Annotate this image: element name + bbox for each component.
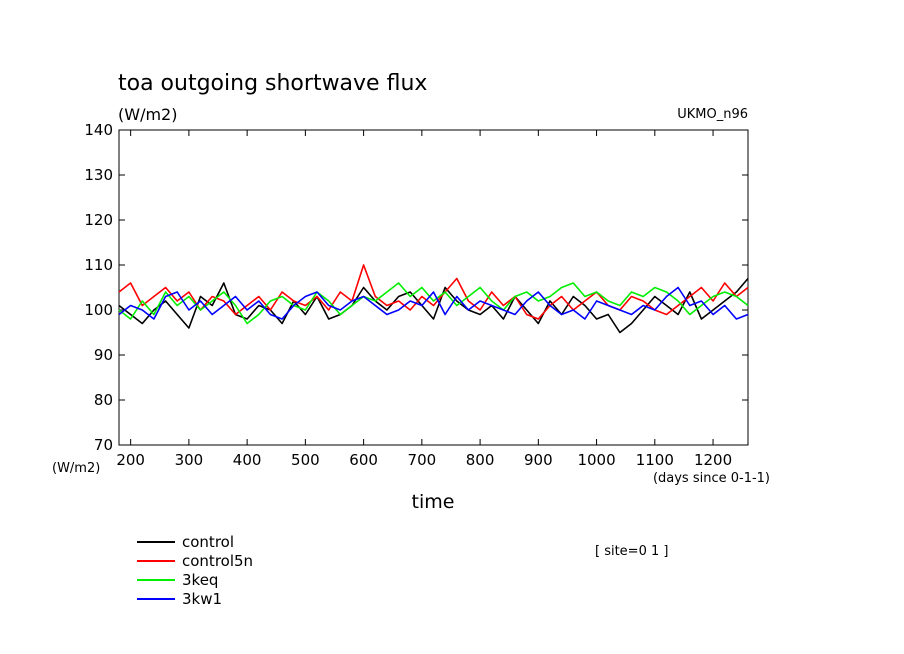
- chart-title: toa outgoing shortwave flux: [118, 71, 427, 96]
- y-tick-label: 100: [84, 301, 113, 319]
- units-label: (W/m2): [118, 105, 177, 124]
- legend-label-control5n: control5n: [182, 552, 253, 570]
- x-axis-label: time: [412, 491, 455, 513]
- series-line-3keq: [118, 282, 749, 325]
- y-units-label: (W/m2): [52, 461, 100, 476]
- x-tick-label: 600: [349, 451, 378, 469]
- y-tick-label: 120: [84, 211, 113, 229]
- x-units-label: (days since 0-1-1): [653, 471, 770, 486]
- x-tick-label: 900: [524, 451, 553, 469]
- legend-label-control: control: [182, 533, 234, 551]
- x-tick-label: 800: [466, 451, 495, 469]
- legend-label-3keq: 3keq: [182, 571, 218, 589]
- y-tick-label: 130: [84, 166, 113, 184]
- series-line-control: [118, 277, 749, 334]
- y-tick-label: 110: [84, 256, 113, 274]
- model-label: UKMO_n96: [677, 107, 748, 122]
- x-tick-label: 700: [408, 451, 437, 469]
- series-line-3kw1: [118, 286, 749, 320]
- y-axis: 70 80 90 100 110 120 130 140: [84, 121, 748, 454]
- series-layer: [118, 264, 749, 334]
- y-tick-label: 140: [84, 121, 113, 139]
- y-tick-label: 90: [94, 346, 113, 364]
- y-tick-label: 70: [94, 436, 113, 454]
- x-tick-label: 1100: [636, 451, 674, 469]
- legend-label-3kw1: 3kw1: [182, 590, 222, 608]
- x-tick-label: 1000: [577, 451, 615, 469]
- x-tick-label: 200: [116, 451, 145, 469]
- site-label: [ site=0 1 ]: [595, 544, 668, 559]
- x-axis: 200 300 400 500 600 700 800 900 1000 1100 1200: [116, 130, 732, 469]
- y-tick-label: 80: [94, 391, 113, 409]
- x-tick-label: 1200: [694, 451, 732, 469]
- x-tick-label: 300: [175, 451, 204, 469]
- series-line-control5n: [118, 264, 749, 320]
- x-tick-label: 500: [291, 451, 320, 469]
- x-tick-label: 400: [233, 451, 262, 469]
